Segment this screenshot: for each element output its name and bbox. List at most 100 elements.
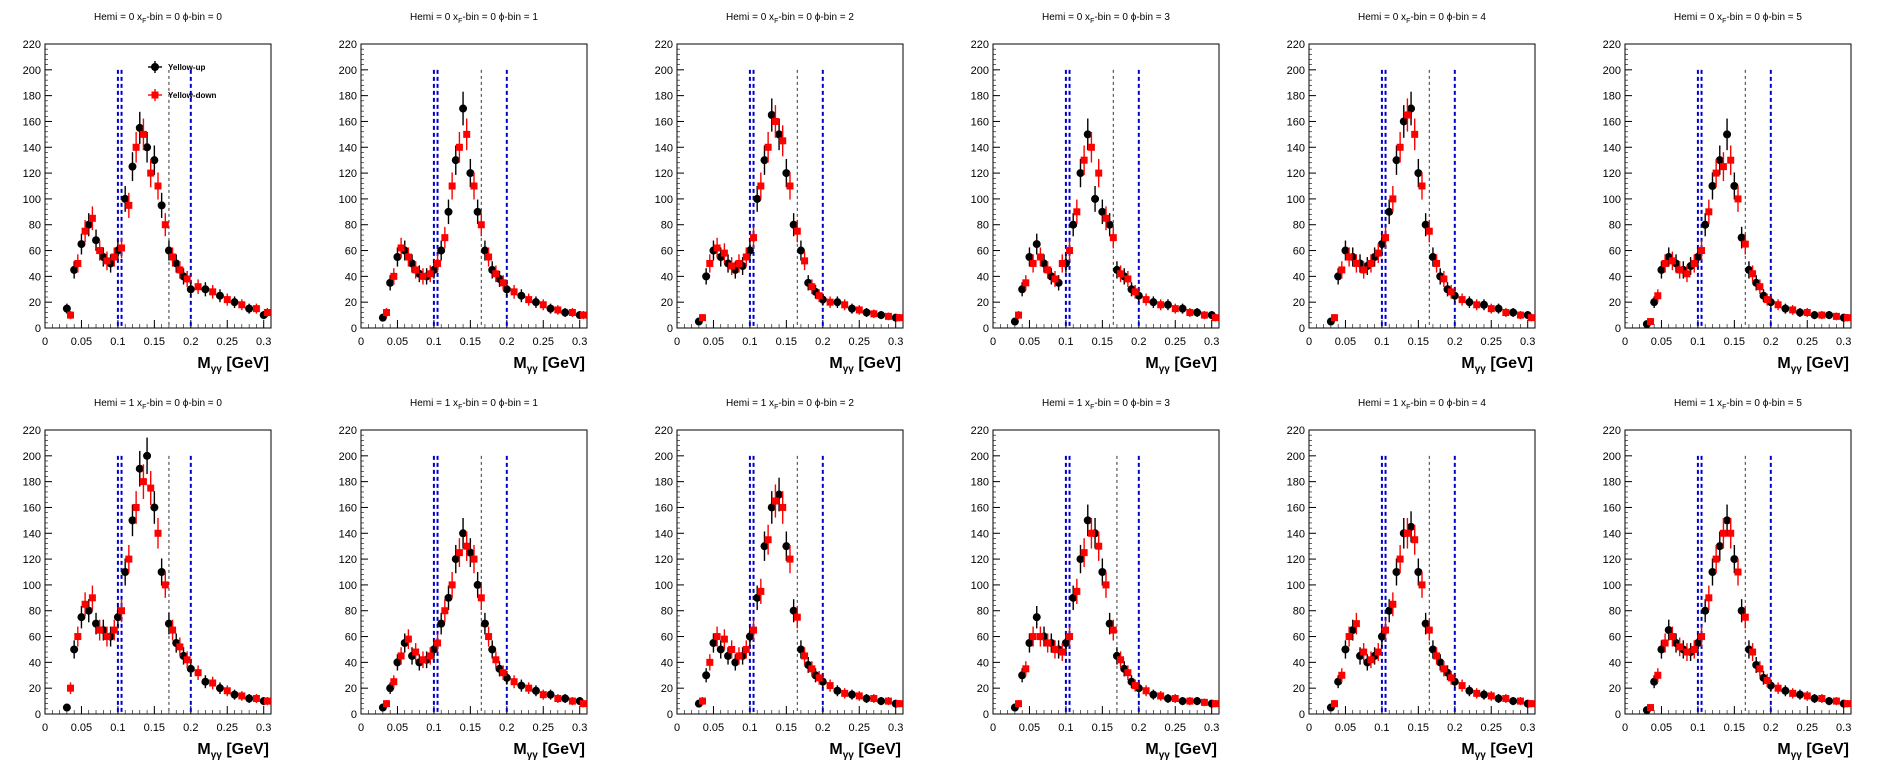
- data-point-yellow-down: [383, 700, 391, 708]
- chart-panel: Hemi = 0 xF-bin = 0 ϕ-bin = 1 0 20 40 60 80 10…: [339, 12, 588, 375]
- data-point-yellow-down: [510, 288, 518, 296]
- y-tick-label: 160: [655, 502, 673, 514]
- y-tick-label: 100: [655, 580, 673, 592]
- data-point-yellow-up: [1723, 516, 1732, 525]
- legend-label: Yellow-down: [168, 91, 217, 100]
- data-point-yellow-down: [771, 117, 779, 125]
- data-point-yellow-up: [1105, 619, 1114, 628]
- data-point-yellow-up: [1091, 194, 1100, 203]
- data-point-yellow-up: [782, 169, 791, 178]
- y-tick-label: 200: [971, 451, 989, 463]
- y-tick-label: 80: [661, 220, 673, 232]
- data-point-yellow-up: [847, 304, 856, 313]
- data-point-yellow-down: [1668, 633, 1676, 641]
- data-point-yellow-down: [492, 656, 500, 664]
- y-tick-label: 220: [339, 425, 357, 437]
- data-point-yellow-up: [1781, 686, 1790, 695]
- y-tick-label: 220: [1603, 425, 1621, 437]
- x-tick-label: 0: [990, 722, 996, 734]
- y-tick-label: 120: [1287, 168, 1305, 180]
- data-point-yellow-down: [779, 503, 787, 511]
- data-point-yellow-up: [1693, 639, 1702, 647]
- data-point-yellow-down: [1360, 648, 1368, 656]
- data-point-yellow-down: [154, 182, 162, 190]
- data-point-yellow-up: [1664, 626, 1673, 635]
- x-tick-label: 0.15: [144, 336, 165, 348]
- data-point-yellow-down: [455, 549, 463, 557]
- data-point-yellow-up: [1708, 182, 1717, 190]
- data-point-yellow-down: [455, 143, 463, 151]
- data-point-yellow-down: [183, 275, 191, 283]
- y-tick-label: 160: [971, 502, 989, 514]
- data-point-yellow-down: [1698, 247, 1706, 255]
- data-point-yellow-down: [1389, 195, 1397, 203]
- data-point-yellow-down: [1661, 639, 1669, 647]
- y-tick-label: 20: [1609, 297, 1621, 309]
- y-tick-label: 60: [29, 632, 41, 644]
- y-tick-label: 60: [661, 246, 673, 258]
- data-point-yellow-up: [1701, 220, 1710, 229]
- data-point-yellow-down: [1749, 648, 1757, 656]
- data-point-yellow-up: [1392, 568, 1401, 576]
- data-point-yellow-down: [793, 227, 801, 235]
- data-point-yellow-up: [70, 645, 79, 654]
- chart-title: Hemi = 1 xF-bin = 0 ϕ-bin = 3: [1042, 398, 1170, 411]
- y-tick-label: 220: [1603, 39, 1621, 51]
- y-tick-label: 140: [971, 142, 989, 154]
- data-point-yellow-down: [1124, 669, 1132, 677]
- data-point-yellow-down: [713, 633, 721, 641]
- data-point-yellow-down: [390, 272, 398, 280]
- data-point-yellow-up: [1715, 542, 1724, 551]
- x-axis-label: Mγγ [GeV]: [1145, 355, 1217, 375]
- chart-title: Hemi = 0 xF-bin = 0 ϕ-bin = 2: [726, 12, 854, 25]
- data-point-yellow-down: [1095, 169, 1103, 177]
- data-point-yellow-down: [1396, 555, 1404, 563]
- y-tick-label: 160: [971, 116, 989, 128]
- data-point-yellow-down: [750, 234, 758, 242]
- x-tick-label: 0.25: [533, 722, 554, 734]
- x-tick-label: 0.05: [1335, 722, 1356, 734]
- data-point-yellow-up: [77, 240, 86, 249]
- data-point-yellow-up: [1341, 246, 1350, 255]
- data-point-yellow-down: [1345, 633, 1353, 641]
- data-point-yellow-down: [1331, 314, 1339, 322]
- y-tick-label: 0: [1299, 709, 1305, 721]
- data-point-yellow-down: [1066, 633, 1074, 641]
- data-point-yellow-down: [1447, 674, 1455, 682]
- data-point-yellow-down: [1719, 529, 1727, 537]
- y-tick-label: 0: [1299, 323, 1305, 335]
- data-point-yellow-down: [764, 143, 772, 151]
- data-point-yellow-up: [77, 613, 86, 622]
- data-point-yellow-up: [1650, 677, 1659, 686]
- y-tick-label: 180: [971, 91, 989, 103]
- y-tick-label: 0: [983, 709, 989, 721]
- data-point-yellow-down: [499, 279, 507, 287]
- y-tick-label: 100: [971, 194, 989, 206]
- data-point-yellow-down: [169, 626, 177, 634]
- data-point-yellow-down: [1647, 318, 1655, 326]
- y-tick-label: 120: [1603, 168, 1621, 180]
- data-point-yellow-down: [728, 645, 736, 653]
- data-point-yellow-down: [1389, 600, 1397, 608]
- data-point-yellow-down: [448, 581, 456, 589]
- y-tick-label: 80: [1293, 220, 1305, 232]
- data-point-yellow-down: [895, 314, 903, 322]
- y-tick-label: 100: [1287, 580, 1305, 592]
- data-point-yellow-down: [1360, 266, 1368, 274]
- data-point-yellow-down: [1803, 692, 1811, 700]
- x-tick-label: 0.2: [183, 336, 198, 348]
- y-tick-label: 220: [1287, 425, 1305, 437]
- y-tick-label: 20: [1293, 683, 1305, 695]
- y-tick-label: 200: [1603, 65, 1621, 77]
- data-point-yellow-down: [1749, 270, 1757, 278]
- data-point-yellow-up: [429, 645, 438, 654]
- legend-marker-square: [151, 91, 159, 99]
- data-point-yellow-down: [263, 697, 271, 705]
- data-point-yellow-up: [1399, 117, 1408, 126]
- data-point-yellow-up: [775, 490, 784, 499]
- data-point-yellow-down: [1727, 156, 1735, 164]
- y-tick-label: 60: [977, 632, 989, 644]
- data-point-yellow-up: [1098, 207, 1107, 216]
- data-point-yellow-down: [88, 214, 96, 222]
- y-tick-label: 80: [345, 220, 357, 232]
